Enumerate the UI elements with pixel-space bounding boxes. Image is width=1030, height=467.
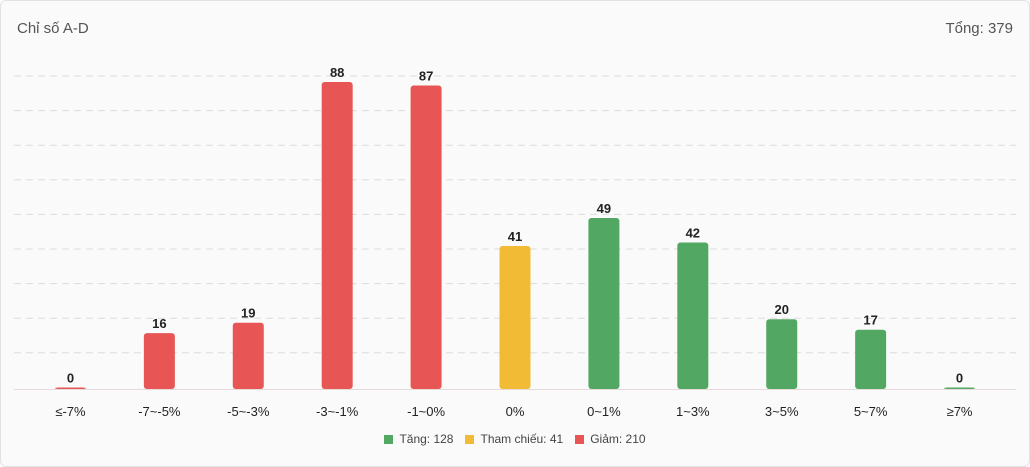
legend-swatch-up [384,434,394,444]
data-label-0: 0 [67,371,74,386]
bar-2[interactable] [232,322,264,389]
data-label-6: 49 [597,201,611,216]
ad-bar-chart: 0 ≤-7% 16 -7~-5% 19 -5~-3% 88 -3~-1% 87 -1~0% 41 0%… [14,65,1016,419]
bar-5[interactable] [499,245,531,389]
legend-label-reference: Tham chiếu: 41 [480,432,564,446]
bar-9[interactable] [855,329,887,389]
bar-6[interactable] [588,218,620,389]
total-count: Tổng: 379 [945,20,1013,37]
bar-10[interactable] [944,387,976,390]
legend-label-down: Giảm: 210 [590,432,646,446]
legend-swatch-down [575,434,585,444]
x-tick-label-0: ≤-7% [55,404,86,419]
legend-swatch-reference [465,434,475,444]
x-tick-label-7: 1~3% [676,404,710,419]
x-tick-label-2: -5~-3% [227,404,270,419]
x-tick-label-3: -3~-1% [316,404,359,419]
data-label-9: 17 [863,313,877,328]
legend-label-up: Tăng: 128 [399,432,454,446]
chart-legend: Tăng: 128 Tham chiếu: 41 Giảm: 210 [0,432,1030,446]
x-tick-label-10: ≥7% [947,404,973,419]
x-tick-label-4: -1~0% [407,404,445,419]
data-label-2: 19 [241,306,255,321]
x-tick-label-8: 3~5% [765,404,799,419]
data-label-5: 41 [508,229,522,244]
x-tick-label-9: 5~7% [854,404,888,419]
bar-3[interactable] [321,82,353,389]
x-tick-label-5: 0% [506,404,525,419]
bar-7[interactable] [677,242,709,389]
bar-8[interactable] [766,319,798,389]
x-tick-label-6: 0~1% [587,404,621,419]
data-label-4: 87 [419,68,433,83]
chart-title: Chỉ số A-D [17,20,89,37]
data-label-7: 42 [686,225,700,240]
bar-1[interactable] [143,333,175,389]
data-label-1: 16 [152,316,166,331]
legend-item-down[interactable]: Giảm: 210 [575,432,646,446]
data-label-10: 0 [956,371,963,386]
legend-item-up[interactable]: Tăng: 128 [384,432,453,446]
data-label-3: 88 [330,65,344,80]
bar-4[interactable] [410,85,442,389]
bar-0[interactable] [54,387,86,390]
x-tick-label-1: -7~-5% [138,404,181,419]
data-label-8: 20 [774,302,788,317]
legend-item-reference[interactable]: Tham chiếu: 41 [465,432,563,446]
